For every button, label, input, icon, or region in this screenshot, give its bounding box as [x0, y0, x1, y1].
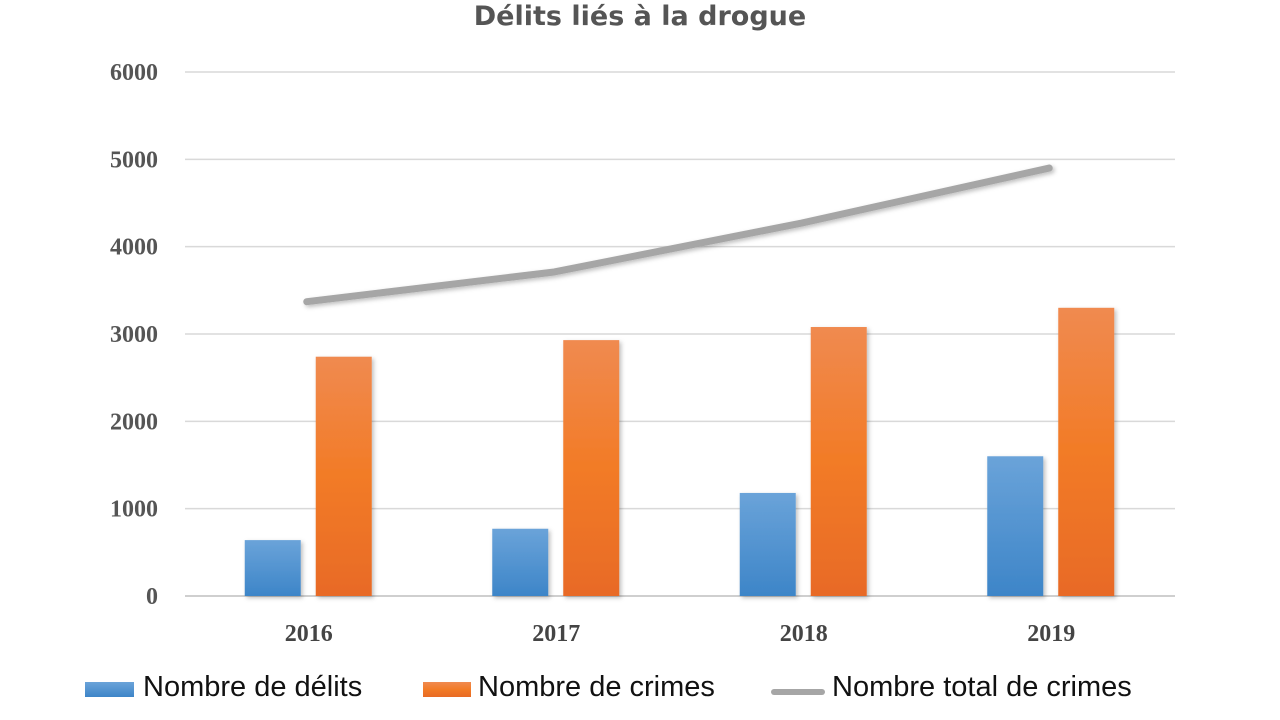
x-tick-label: 2018	[780, 621, 828, 647]
y-tick-label: 0	[146, 584, 158, 610]
total-crimes-line	[303, 164, 1053, 306]
y-tick-label: 1000	[110, 497, 158, 523]
bars	[244, 307, 1115, 596]
x-tick-label: 2019	[1027, 621, 1075, 647]
x-axis-ticks: 2016 2017 2018 2019	[285, 621, 1076, 647]
y-axis-ticks: 0 1000 2000 3000 4000 5000 6000	[110, 60, 158, 610]
bar-2016-crimes	[315, 356, 372, 596]
chart-title: Délits liés à la drogue	[474, 1, 806, 32]
legend-label: Nombre de délits	[143, 671, 362, 703]
legend-item-crimes: Nombre de crimes	[423, 671, 715, 703]
y-tick-label: 6000	[110, 60, 158, 86]
x-tick-label: 2016	[285, 621, 333, 647]
legend-label: Nombre total de crimes	[832, 671, 1132, 703]
y-tick-label: 3000	[110, 322, 158, 348]
bar-2016-delits	[244, 540, 301, 596]
total-crimes-path	[303, 164, 1053, 306]
bar-2019-crimes	[1058, 307, 1115, 596]
bar-2017-delits	[492, 528, 549, 596]
bar-2018-crimes	[810, 327, 867, 596]
bar-2018-delits	[739, 492, 796, 596]
legend-swatch-blue	[85, 682, 134, 697]
legend: Nombre de délits Nombre de crimes Nombre…	[85, 671, 1132, 703]
y-tick-label: 5000	[110, 147, 158, 173]
bar-2019-delits	[987, 456, 1044, 596]
bar-2017-crimes	[563, 340, 620, 596]
x-tick-label: 2017	[532, 621, 580, 647]
legend-swatch-orange	[423, 682, 471, 697]
legend-item-total: Nombre total de crimes	[771, 671, 1132, 703]
y-tick-label: 2000	[110, 409, 158, 435]
legend-item-delits: Nombre de délits	[85, 671, 362, 703]
legend-label: Nombre de crimes	[478, 671, 715, 703]
y-tick-label: 4000	[110, 235, 158, 261]
